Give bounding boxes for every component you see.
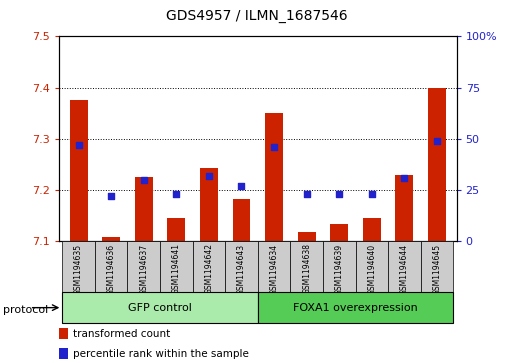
Text: GSM1194636: GSM1194636 bbox=[107, 244, 115, 294]
Bar bbox=[258, 292, 453, 323]
Bar bbox=[127, 241, 160, 292]
Bar bbox=[363, 218, 381, 241]
Text: GSM1194641: GSM1194641 bbox=[172, 244, 181, 294]
Bar bbox=[330, 224, 348, 241]
Bar bbox=[290, 241, 323, 292]
Bar bbox=[388, 241, 421, 292]
Bar bbox=[95, 241, 127, 292]
Bar bbox=[428, 87, 446, 241]
Text: GSM1194643: GSM1194643 bbox=[237, 244, 246, 294]
Bar bbox=[265, 113, 283, 241]
Text: GDS4957 / ILMN_1687546: GDS4957 / ILMN_1687546 bbox=[166, 9, 347, 23]
Bar bbox=[258, 241, 290, 292]
Text: GFP control: GFP control bbox=[128, 303, 192, 313]
Point bbox=[400, 175, 408, 181]
Bar bbox=[167, 218, 185, 241]
Point bbox=[368, 191, 376, 197]
Bar bbox=[323, 241, 356, 292]
Point bbox=[140, 177, 148, 183]
Point bbox=[172, 191, 181, 197]
Text: GSM1194635: GSM1194635 bbox=[74, 244, 83, 294]
Text: GSM1194644: GSM1194644 bbox=[400, 244, 409, 294]
Text: GSM1194638: GSM1194638 bbox=[302, 244, 311, 294]
Bar bbox=[421, 241, 453, 292]
Text: percentile rank within the sample: percentile rank within the sample bbox=[73, 348, 249, 359]
Text: FOXA1 overexpression: FOXA1 overexpression bbox=[293, 303, 418, 313]
Bar bbox=[160, 241, 192, 292]
Bar bbox=[192, 241, 225, 292]
Text: transformed count: transformed count bbox=[73, 329, 171, 339]
Point bbox=[205, 173, 213, 179]
Point bbox=[107, 193, 115, 199]
Text: protocol: protocol bbox=[3, 305, 48, 315]
Bar bbox=[225, 241, 258, 292]
Bar bbox=[200, 168, 218, 241]
Point bbox=[270, 144, 278, 150]
Text: GSM1194645: GSM1194645 bbox=[432, 244, 442, 294]
Bar bbox=[232, 199, 250, 241]
Bar bbox=[356, 241, 388, 292]
Bar bbox=[70, 101, 88, 241]
Text: GSM1194640: GSM1194640 bbox=[367, 244, 377, 294]
Bar bbox=[396, 175, 413, 241]
Point bbox=[74, 142, 83, 148]
Point bbox=[433, 138, 441, 144]
Point bbox=[303, 191, 311, 197]
Text: GSM1194634: GSM1194634 bbox=[269, 244, 279, 294]
Bar bbox=[135, 177, 153, 241]
Bar bbox=[102, 237, 120, 241]
Bar bbox=[62, 241, 95, 292]
Bar bbox=[62, 292, 258, 323]
Text: GSM1194639: GSM1194639 bbox=[335, 244, 344, 294]
Text: GSM1194642: GSM1194642 bbox=[204, 244, 213, 294]
Bar bbox=[298, 232, 315, 241]
Text: GSM1194637: GSM1194637 bbox=[139, 244, 148, 294]
Point bbox=[238, 183, 246, 189]
Point bbox=[335, 191, 343, 197]
